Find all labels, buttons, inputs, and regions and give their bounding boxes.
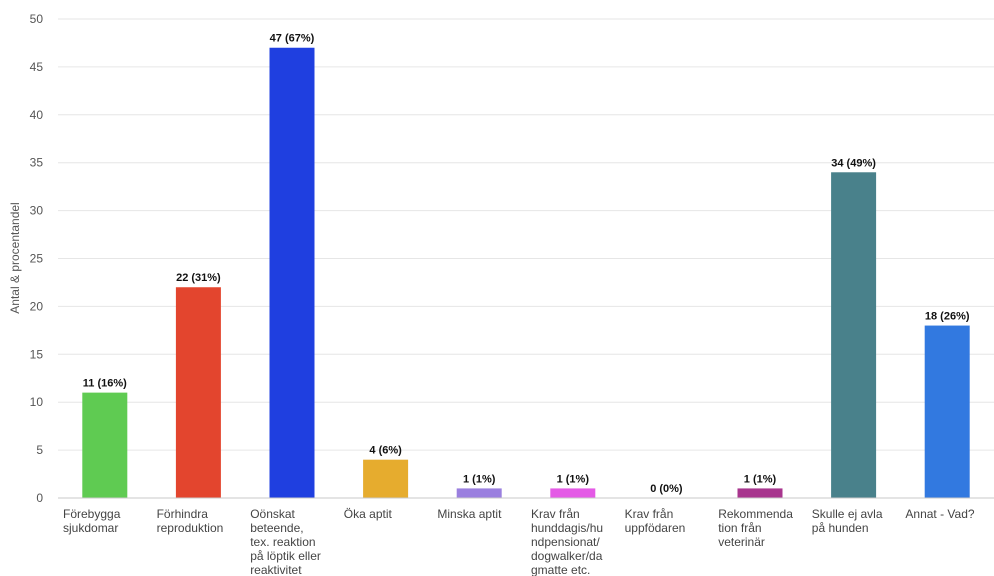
data-label: 22 (31%): [176, 272, 221, 284]
x-category-label-line: Öka aptit: [344, 507, 393, 521]
y-tick-label: 40: [30, 108, 44, 122]
bar: [175, 287, 221, 498]
x-category-label: Skulle ej avla på hunden: [812, 507, 883, 535]
x-category-label-line: tion från: [718, 521, 761, 535]
bar: [363, 459, 409, 498]
x-category-label-line: ndpensionat/: [531, 535, 600, 549]
x-category-label-line: tex. reaktion: [250, 535, 315, 549]
data-label: 1 (1%): [744, 473, 777, 485]
x-category-label-line: reaktivitet: [250, 563, 302, 576]
bars: 11 (16%) 22 (31%) 47 (67%) 4 (6%) 1 (1%) 1 (1…: [82, 33, 970, 499]
data-label: 1 (1%): [557, 473, 590, 485]
data-label: 1 (1%): [463, 473, 496, 485]
x-category-label-line: Minska aptit: [437, 507, 502, 521]
x-category-label: Förhindra reproduktion: [157, 507, 224, 535]
x-category-label-line: beteende,: [250, 521, 303, 535]
x-category-label-line: på hunden: [812, 521, 869, 535]
x-category-label-line: reproduktion: [157, 521, 224, 535]
x-category-label-line: Oönskat: [250, 507, 295, 521]
x-category-label-line: dogwalker/da: [531, 549, 603, 563]
y-tick-label: 45: [30, 60, 44, 74]
x-category-label-line: hunddagis/hu: [531, 521, 603, 535]
x-category-label-line: Rekommenda: [718, 507, 793, 521]
y-tick-label: 35: [30, 156, 44, 170]
bar: [924, 325, 970, 498]
x-category-label-line: Förebygga: [63, 507, 121, 521]
y-tick-label: 5: [36, 443, 43, 457]
bar: [831, 172, 877, 498]
y-axis-ticks: 0 5 10 15 20 25 30 35 40 45 50: [30, 12, 44, 505]
x-category-label: Oönskat beteende, tex. reaktion på löptik e…: [250, 507, 321, 576]
x-category-label-line: Skulle ej avla: [812, 507, 883, 521]
x-category-label: Krav från hunddagis/hu ndpensionat/dogwalk…: [531, 507, 603, 576]
x-category-label-line: Krav från: [531, 507, 580, 521]
x-category-label-line: uppfödaren: [625, 521, 686, 535]
x-category-label-line: Förhindra: [157, 507, 209, 521]
y-tick-label: 20: [30, 299, 44, 313]
x-category-label: Rekommenda tion från veterinär: [718, 507, 793, 549]
x-category-label-line: Annat - Vad?: [905, 507, 974, 521]
data-label: 0 (0%): [650, 483, 683, 495]
x-category-label-line: sjukdomar: [63, 521, 118, 535]
y-axis-label: Antal & procentandel: [8, 202, 22, 313]
bar: [550, 488, 596, 498]
x-category-label-line: gmatte etc.: [531, 563, 590, 576]
x-category-label: Minska aptit: [437, 507, 502, 521]
x-category-label: Krav från uppfödaren: [625, 507, 686, 535]
x-category-label: Öka aptit: [344, 507, 393, 521]
y-tick-label: 15: [30, 347, 44, 361]
x-category-label-line: veterinär: [718, 535, 765, 549]
bar: [269, 47, 315, 499]
bar: [82, 392, 128, 498]
bar: [737, 488, 783, 498]
data-label: 34 (49%): [831, 157, 876, 169]
bar: [456, 488, 502, 498]
data-label: 47 (67%): [270, 33, 315, 45]
data-label: 18 (26%): [925, 311, 970, 323]
y-tick-label: 50: [30, 12, 44, 26]
y-tick-label: 10: [30, 395, 44, 409]
data-label: 4 (6%): [369, 445, 402, 457]
y-tick-label: 0: [36, 491, 43, 505]
y-tick-label: 25: [30, 252, 44, 266]
x-category-label-line: på löptik eller: [250, 549, 321, 563]
y-tick-label: 30: [30, 204, 44, 218]
data-label: 11 (16%): [83, 378, 127, 390]
x-category-label: Förebygga sjukdomar: [63, 507, 121, 535]
x-category-label: Annat - Vad?: [905, 507, 974, 521]
x-category-label-line: Krav från: [625, 507, 674, 521]
x-axis-category-labels: Förebygga sjukdomar Förhindra reproduktion O…: [63, 507, 975, 576]
